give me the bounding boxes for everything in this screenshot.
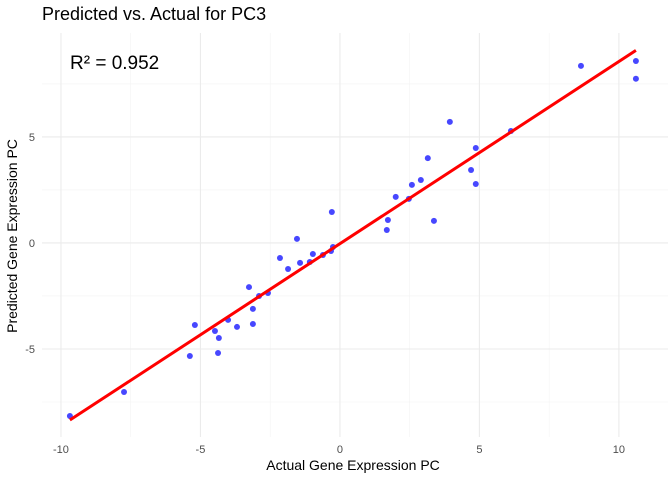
data-point (249, 320, 256, 327)
y-axis-label: Predicted Gene Expression PC (4, 139, 20, 333)
y-tick-label: 5 (29, 132, 35, 144)
data-point (121, 389, 128, 396)
tick-labels: -10 -5 0 5 10 -5 0 5 (25, 132, 625, 456)
data-point (424, 155, 431, 162)
x-tick-label: -10 (53, 444, 69, 456)
data-point (446, 118, 453, 125)
data-point (408, 181, 415, 188)
data-point (632, 75, 639, 82)
data-point (233, 323, 240, 330)
data-point (215, 334, 222, 341)
data-point (577, 62, 584, 69)
data-point (293, 235, 300, 242)
x-tick-label: 0 (337, 444, 343, 456)
x-axis-label: Actual Gene Expression PC (266, 457, 440, 473)
data-point (472, 144, 479, 151)
data-point (632, 57, 639, 64)
data-point (215, 350, 222, 357)
data-point (191, 322, 198, 329)
data-point (468, 166, 475, 173)
data-point (285, 266, 292, 273)
y-tick-label: -5 (25, 344, 35, 356)
data-point (383, 227, 390, 234)
data-point (276, 255, 283, 262)
x-tick-label: 5 (476, 444, 482, 456)
x-tick-label: -5 (196, 444, 206, 456)
data-point (249, 305, 256, 312)
data-point (392, 193, 399, 200)
data-point (211, 327, 218, 334)
chart-title: Predicted vs. Actual for PC3 (42, 4, 266, 24)
data-point (186, 352, 193, 359)
data-point (297, 259, 304, 266)
data-point (245, 284, 252, 291)
x-tick-label: 10 (613, 444, 625, 456)
data-point (384, 217, 391, 224)
r-squared-annotation: R² = 0.952 (70, 53, 159, 74)
fit-line-group (69, 49, 637, 422)
y-tick-label: 0 (29, 238, 35, 250)
fit-line (69, 49, 637, 422)
grid (42, 33, 668, 437)
data-point (430, 217, 437, 224)
data-point (472, 180, 479, 187)
data-point (309, 250, 316, 257)
data-point (328, 208, 335, 215)
data-point (417, 176, 424, 183)
